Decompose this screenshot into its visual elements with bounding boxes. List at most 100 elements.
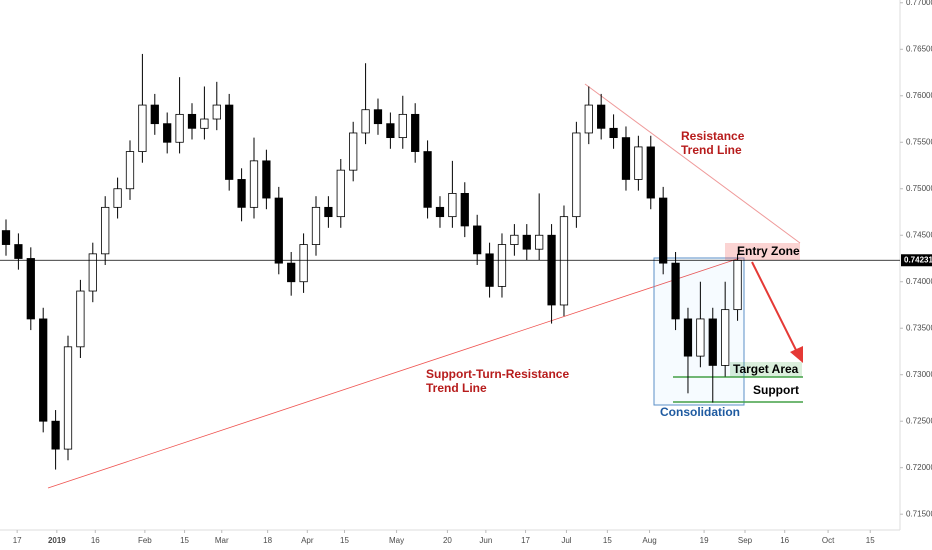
candle-body: [708, 318, 717, 366]
annotation: Resistance: [681, 129, 745, 143]
annotation: Support: [753, 383, 799, 397]
candle-body: [621, 137, 631, 180]
x-tick-label: 18: [263, 536, 272, 545]
x-tick-label: Mar: [215, 536, 229, 545]
resistance-trend-line: [584, 83, 801, 244]
candle-body: [76, 290, 85, 348]
candle-body: [26, 258, 35, 320]
x-tick-label: Aug: [642, 536, 656, 545]
x-tick-label: 15: [340, 536, 349, 545]
x-tick-label: 2019: [48, 536, 66, 545]
x-tick-label: 20: [443, 536, 452, 545]
candle-body: [14, 244, 23, 259]
candle-body: [113, 188, 122, 208]
candle-body: [535, 234, 544, 250]
candle-body: [175, 113, 184, 143]
candle-body: [88, 253, 97, 292]
candle-body: [299, 244, 308, 283]
candle-body: [138, 104, 147, 152]
candle-body: [249, 160, 259, 208]
candle-body: [187, 113, 197, 129]
annotation: Entry Zone: [737, 244, 800, 258]
candle-body: [423, 151, 432, 208]
candle-body: [634, 146, 643, 180]
candle-body: [473, 225, 482, 255]
annotation: Support-Turn-Resistance: [426, 367, 569, 381]
candle-body: [63, 346, 73, 450]
candle-body: [721, 309, 730, 366]
candle-body: [522, 234, 531, 250]
candle-body: [510, 234, 519, 245]
x-tick-label: 19: [700, 536, 709, 545]
candle-body: [448, 193, 457, 218]
annotation: Consolidation: [660, 405, 740, 419]
x-tick-label: 15: [866, 536, 875, 545]
candle-body: [696, 318, 705, 357]
candle-body: [485, 253, 494, 287]
x-tick-label: 16: [91, 536, 100, 545]
candle-body: [671, 262, 680, 320]
candle-body: [125, 151, 135, 190]
x-tick-label: Jun: [479, 536, 492, 545]
x-tick-label: May: [389, 536, 404, 545]
candle-body: [547, 234, 556, 306]
x-tick-label: Sep: [738, 536, 753, 545]
x-tick-label: 15: [603, 536, 612, 545]
annotation: Target Area: [733, 362, 799, 376]
candle-body: [398, 113, 407, 139]
target-area-box: [730, 362, 802, 377]
x-tick-label: Feb: [138, 536, 152, 545]
candle-body: [373, 109, 383, 125]
annotation: Trend Line: [426, 381, 487, 395]
x-tick-label: 17: [521, 536, 530, 545]
candle-body: [559, 216, 569, 306]
candle-body: [262, 160, 271, 199]
candle-body: [274, 197, 283, 264]
last-price-label: 0.74231: [904, 255, 932, 264]
candle-body: [150, 104, 159, 125]
candle-body: [659, 197, 668, 264]
support-trend-line: [47, 257, 741, 489]
x-tick-label: 16: [780, 536, 789, 545]
last-price-box: [901, 254, 932, 267]
candle-body: [324, 206, 333, 218]
candle-body: [361, 109, 370, 134]
arrow-head: [790, 346, 803, 363]
x-tick-label: 15: [180, 536, 189, 545]
candle-body: [1, 230, 11, 245]
candle-body: [597, 104, 606, 129]
candle-body: [39, 318, 48, 422]
candle-body: [101, 206, 110, 255]
candle-body: [386, 123, 395, 139]
candle-body: [609, 127, 618, 139]
y-tick-label: 0.77000: [906, 0, 932, 7]
candle-body: [311, 206, 321, 245]
candle-body: [51, 420, 60, 450]
candle-body: [572, 132, 581, 218]
candle-body: [584, 104, 593, 134]
candle-body: [237, 179, 246, 208]
entry-zone-box: [725, 243, 800, 260]
candle-body: [646, 146, 655, 199]
candle-body: [200, 118, 209, 129]
x-tick-label: Oct: [822, 536, 835, 545]
x-tick-label: Apr: [301, 536, 314, 545]
arrow-shaft: [751, 261, 801, 359]
candle-body: [683, 318, 693, 357]
candle-body: [411, 113, 420, 152]
candle-body: [460, 193, 469, 227]
annotation: Trend Line: [681, 143, 742, 157]
candle-body: [733, 259, 742, 311]
